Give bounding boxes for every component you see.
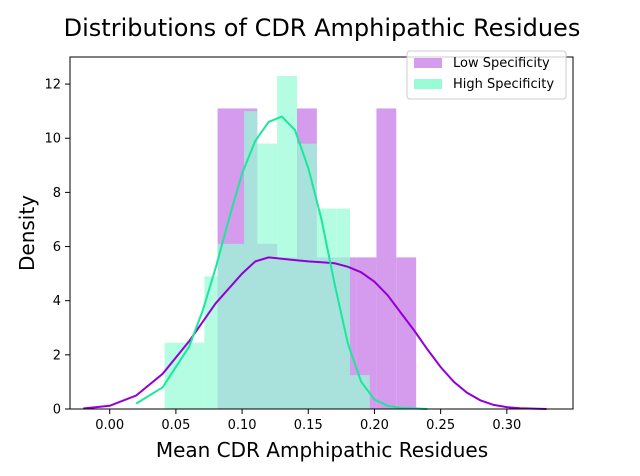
y-tick-label-6: 12 (44, 78, 61, 93)
histogram-bar-low-7 (376, 108, 397, 409)
histogram-bar-high-4 (244, 111, 258, 410)
histogram-bar-high-2 (204, 276, 218, 409)
y-axis-label: Density (15, 195, 39, 271)
y-tick-label-4: 8 (53, 186, 61, 201)
x-tick-label-5: 0.25 (426, 418, 455, 433)
kde-line-low (83, 256, 547, 410)
legend-swatch-low (414, 58, 442, 68)
histogram-bar-high-3 (217, 243, 245, 409)
histogram-bar-high-5 (257, 143, 278, 409)
histogram-bar-high-6 (277, 75, 298, 409)
kde-line-high (135, 115, 428, 410)
y-tick-label-1: 2 (53, 348, 61, 363)
x-tick-label-0: 0.00 (95, 418, 124, 433)
y-axis: 0 2 4 6 8 10 12 (44, 78, 70, 418)
histogram-bar-high-7 (297, 143, 317, 409)
histogram-bar-high-8 (316, 208, 337, 409)
histogram-bar-high-0 (164, 342, 185, 409)
x-axis: 0.00 0.05 0.10 0.15 0.20 0.25 0.30 (95, 409, 521, 433)
x-tick-label-1: 0.05 (161, 418, 190, 433)
legend-label-low: Low Specificity (453, 56, 550, 71)
y-tick-label-3: 6 (53, 240, 61, 255)
axes-frame (69, 56, 574, 410)
histogram-bar-low-6 (356, 257, 377, 409)
y-tick-label-2: 4 (53, 294, 61, 309)
legend-frame (406, 50, 567, 100)
y-tick-label-5: 10 (44, 132, 61, 147)
x-tick-label-2: 0.10 (228, 418, 257, 433)
x-tick-label-4: 0.20 (360, 418, 389, 433)
legend-swatch-high (414, 79, 442, 89)
x-tick-label-3: 0.15 (294, 418, 323, 433)
y-tick-label-0: 0 (53, 403, 61, 418)
legend-label-high: High Specificity (453, 77, 554, 92)
plot-area (83, 75, 547, 410)
legend: Low Specificity High Specificity (406, 50, 567, 100)
histogram-bar-high-10 (349, 375, 370, 409)
histogram-bar-high-1 (184, 342, 205, 409)
x-tick-label-6: 0.30 (492, 418, 521, 433)
chart-title: Distributions of CDR Amphipathic Residue… (64, 14, 581, 42)
x-axis-label: Mean CDR Amphipathic Residues (156, 438, 488, 462)
histogram-bar-high-9 (336, 208, 350, 409)
histogram-bar-low-8 (396, 257, 417, 409)
